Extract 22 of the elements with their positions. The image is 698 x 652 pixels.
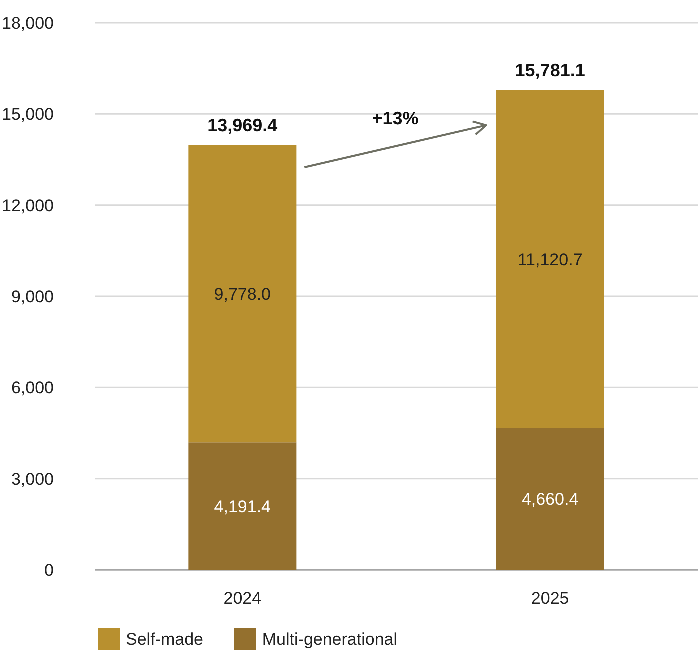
bar xyxy=(188,442,297,570)
y-tick-label: 0 xyxy=(44,560,54,580)
bar xyxy=(496,428,604,570)
annotation: +13% xyxy=(372,108,419,128)
legend-label: Self-made xyxy=(126,630,204,649)
y-tick-label: 18,000 xyxy=(2,14,54,33)
y-tick-label: 6,000 xyxy=(11,378,54,398)
y-tick-label: 12,000 xyxy=(2,196,54,216)
bar xyxy=(496,90,604,428)
bar xyxy=(188,145,297,443)
data-label: 11,120.7 xyxy=(518,250,583,270)
y-tick-label: 9,000 xyxy=(11,287,54,306)
total-label: 13,969.4 xyxy=(208,115,278,136)
data-label: 4,660.4 xyxy=(522,490,579,510)
x-tick-label: 2024 xyxy=(224,589,262,608)
total-label: 15,781.1 xyxy=(515,60,586,80)
data-label: 4,191.4 xyxy=(214,497,272,516)
legend-label: Multi-generational xyxy=(262,630,398,649)
x-tick-label: 2025 xyxy=(531,589,570,608)
data-label: 9,778.0 xyxy=(214,285,272,304)
y-tick-label: 15,000 xyxy=(2,105,54,124)
y-tick-label: 3,000 xyxy=(11,470,54,489)
